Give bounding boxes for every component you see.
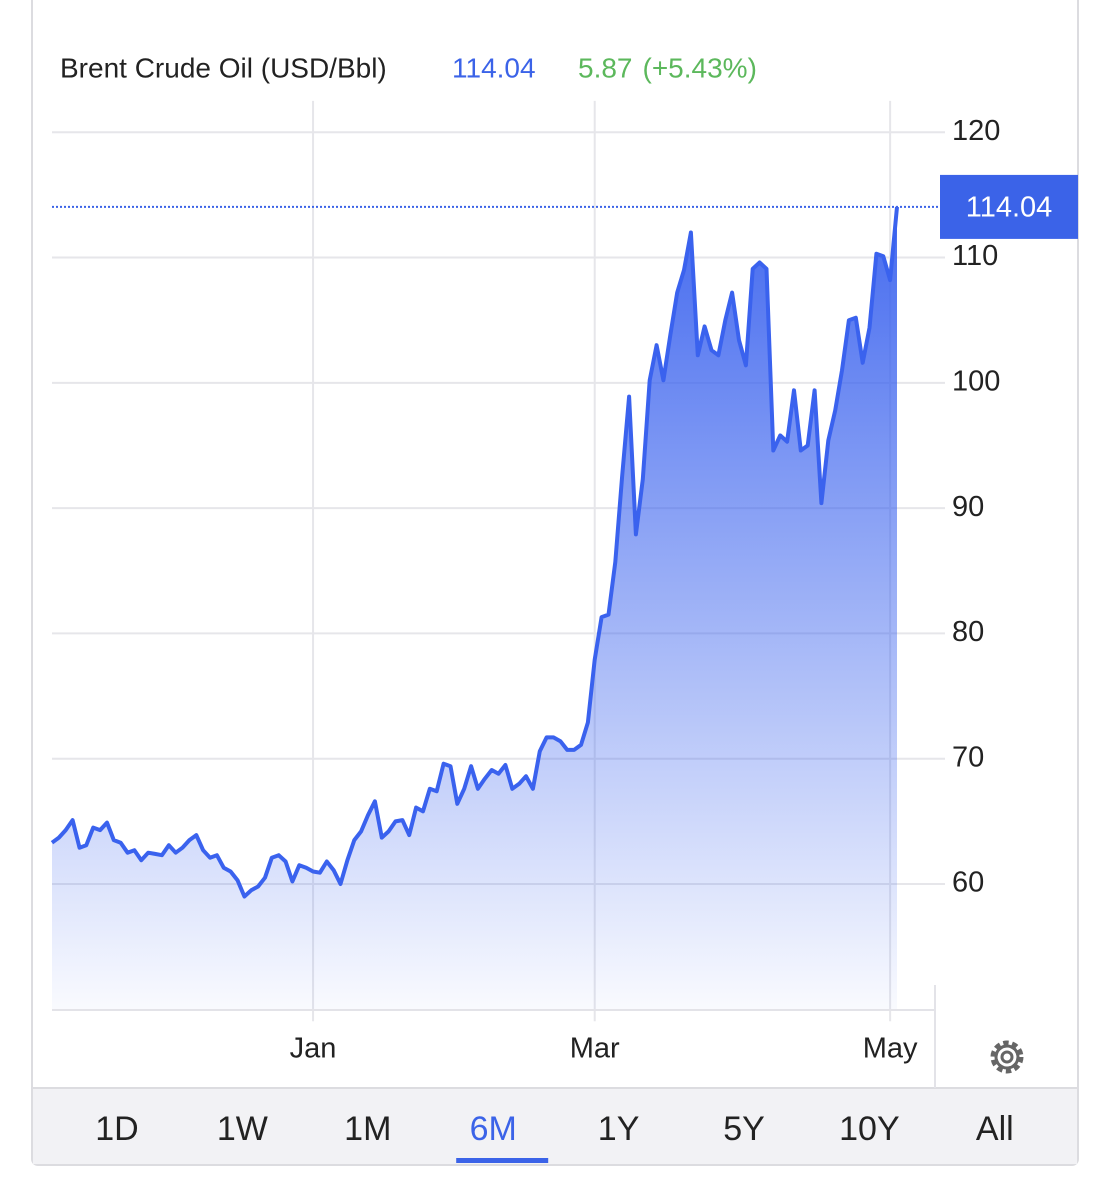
selected-underline bbox=[456, 1158, 549, 1163]
y-tick-label: 90 bbox=[952, 491, 984, 523]
y-tick-label: 100 bbox=[952, 365, 1000, 397]
timeframe-button[interactable]: 6M bbox=[470, 1110, 517, 1148]
y-tick-label: 60 bbox=[952, 867, 984, 899]
timeframe-button[interactable]: 1D bbox=[95, 1110, 138, 1148]
timeframe-button[interactable]: 5Y bbox=[723, 1110, 765, 1148]
y-tick-label: 120 bbox=[952, 115, 1000, 147]
change: 5.87 bbox=[578, 52, 633, 83]
area-fill bbox=[52, 206, 897, 1010]
timeframe-bar bbox=[33, 1088, 1077, 1164]
timeframe-button[interactable]: All bbox=[976, 1110, 1014, 1148]
y-tick-label: 110 bbox=[952, 240, 998, 272]
timeframe-button[interactable]: 1Y bbox=[598, 1110, 640, 1148]
timeframe-button[interactable]: 10Y bbox=[839, 1110, 900, 1148]
x-tick-label: May bbox=[863, 1033, 918, 1065]
timeframe-button[interactable]: 1W bbox=[217, 1110, 268, 1148]
x-tick-label: Jan bbox=[290, 1033, 337, 1065]
x-tick-label: Mar bbox=[570, 1033, 620, 1065]
plot bbox=[50, 100, 945, 1022]
last-value-badge-label: 114.04 bbox=[966, 192, 1053, 224]
gear-teeth bbox=[990, 1040, 1024, 1074]
settings-icon[interactable] bbox=[990, 1040, 1024, 1074]
line bbox=[50, 206, 899, 899]
y-tick-label: 70 bbox=[952, 741, 984, 773]
gear-hole bbox=[1000, 1050, 1014, 1064]
chart-title: Brent Crude Oil (USD/Bbl) bbox=[60, 52, 387, 83]
gear-body bbox=[994, 1044, 1020, 1070]
last-value: 114.04 bbox=[452, 52, 536, 83]
y-tick-label: 80 bbox=[952, 616, 984, 648]
change-percent: (+5.43%) bbox=[643, 52, 757, 83]
timeframe-button[interactable]: 1M bbox=[344, 1110, 391, 1148]
last-value-badge bbox=[940, 174, 1078, 239]
